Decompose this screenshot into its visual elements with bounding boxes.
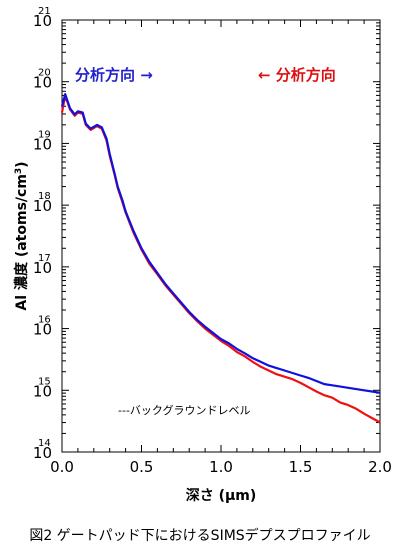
annotation-background-level: ---バックグラウンドレベル <box>118 403 250 417</box>
x-tick-label: 0.5 <box>130 458 154 476</box>
series-line-1 <box>60 92 381 394</box>
y-tick-label-exponent: 17 <box>38 253 51 264</box>
y-tick-label-base: 10 <box>33 12 52 30</box>
y-tick-label-base: 10 <box>33 321 52 339</box>
y-tick-label-base: 10 <box>33 197 52 215</box>
x-tick-label: 1.0 <box>209 458 233 476</box>
y-tick-label-base: 10 <box>33 259 52 277</box>
figure-caption: 図2 ゲートパッド下におけるSIMSデプスプロファイル <box>29 527 370 544</box>
y-tick-label-base: 10 <box>33 444 52 462</box>
x-tick-label: 1.5 <box>289 458 313 476</box>
y-axis-title-unit-close: ) <box>14 161 30 167</box>
y-axis-title: Al 濃度 (atoms/cm3) <box>13 161 30 310</box>
y-tick-label-exponent: 15 <box>38 376 51 387</box>
y-tick-label-exponent: 19 <box>38 129 51 140</box>
y-axis-title-kanji: 濃度 <box>13 261 30 290</box>
y-tick-label-base: 10 <box>33 74 52 92</box>
x-axis-ticks: 0.0 0.5 1.0 1.5 2.0 <box>50 20 392 476</box>
plot-frame <box>61 19 381 453</box>
y-axis-title-unit: (atoms/cm <box>14 174 30 257</box>
y-tick-label-exponent: 16 <box>38 315 51 326</box>
y-axis-title-unit-sup: 3 <box>14 168 24 174</box>
y-tick-label-exponent: 21 <box>38 6 51 17</box>
x-axis-title: 深さ (μm) <box>186 487 257 504</box>
y-tick-label-base: 10 <box>33 135 52 153</box>
x-tick-label: 0.0 <box>50 458 74 476</box>
x-tick-label: 2.0 <box>368 458 392 476</box>
y-axis-title-element: Al <box>14 295 30 311</box>
y-tick-label-exponent: 18 <box>38 191 51 202</box>
annotation-left-direction: 分析方向 → <box>75 66 153 84</box>
y-tick-label-base: 10 <box>33 382 52 400</box>
series-layer <box>60 92 381 424</box>
annotation-right-direction: ← 分析方向 <box>258 66 336 84</box>
y-tick-label-exponent: 14 <box>38 438 51 449</box>
y-tick-label-exponent: 20 <box>38 68 51 79</box>
